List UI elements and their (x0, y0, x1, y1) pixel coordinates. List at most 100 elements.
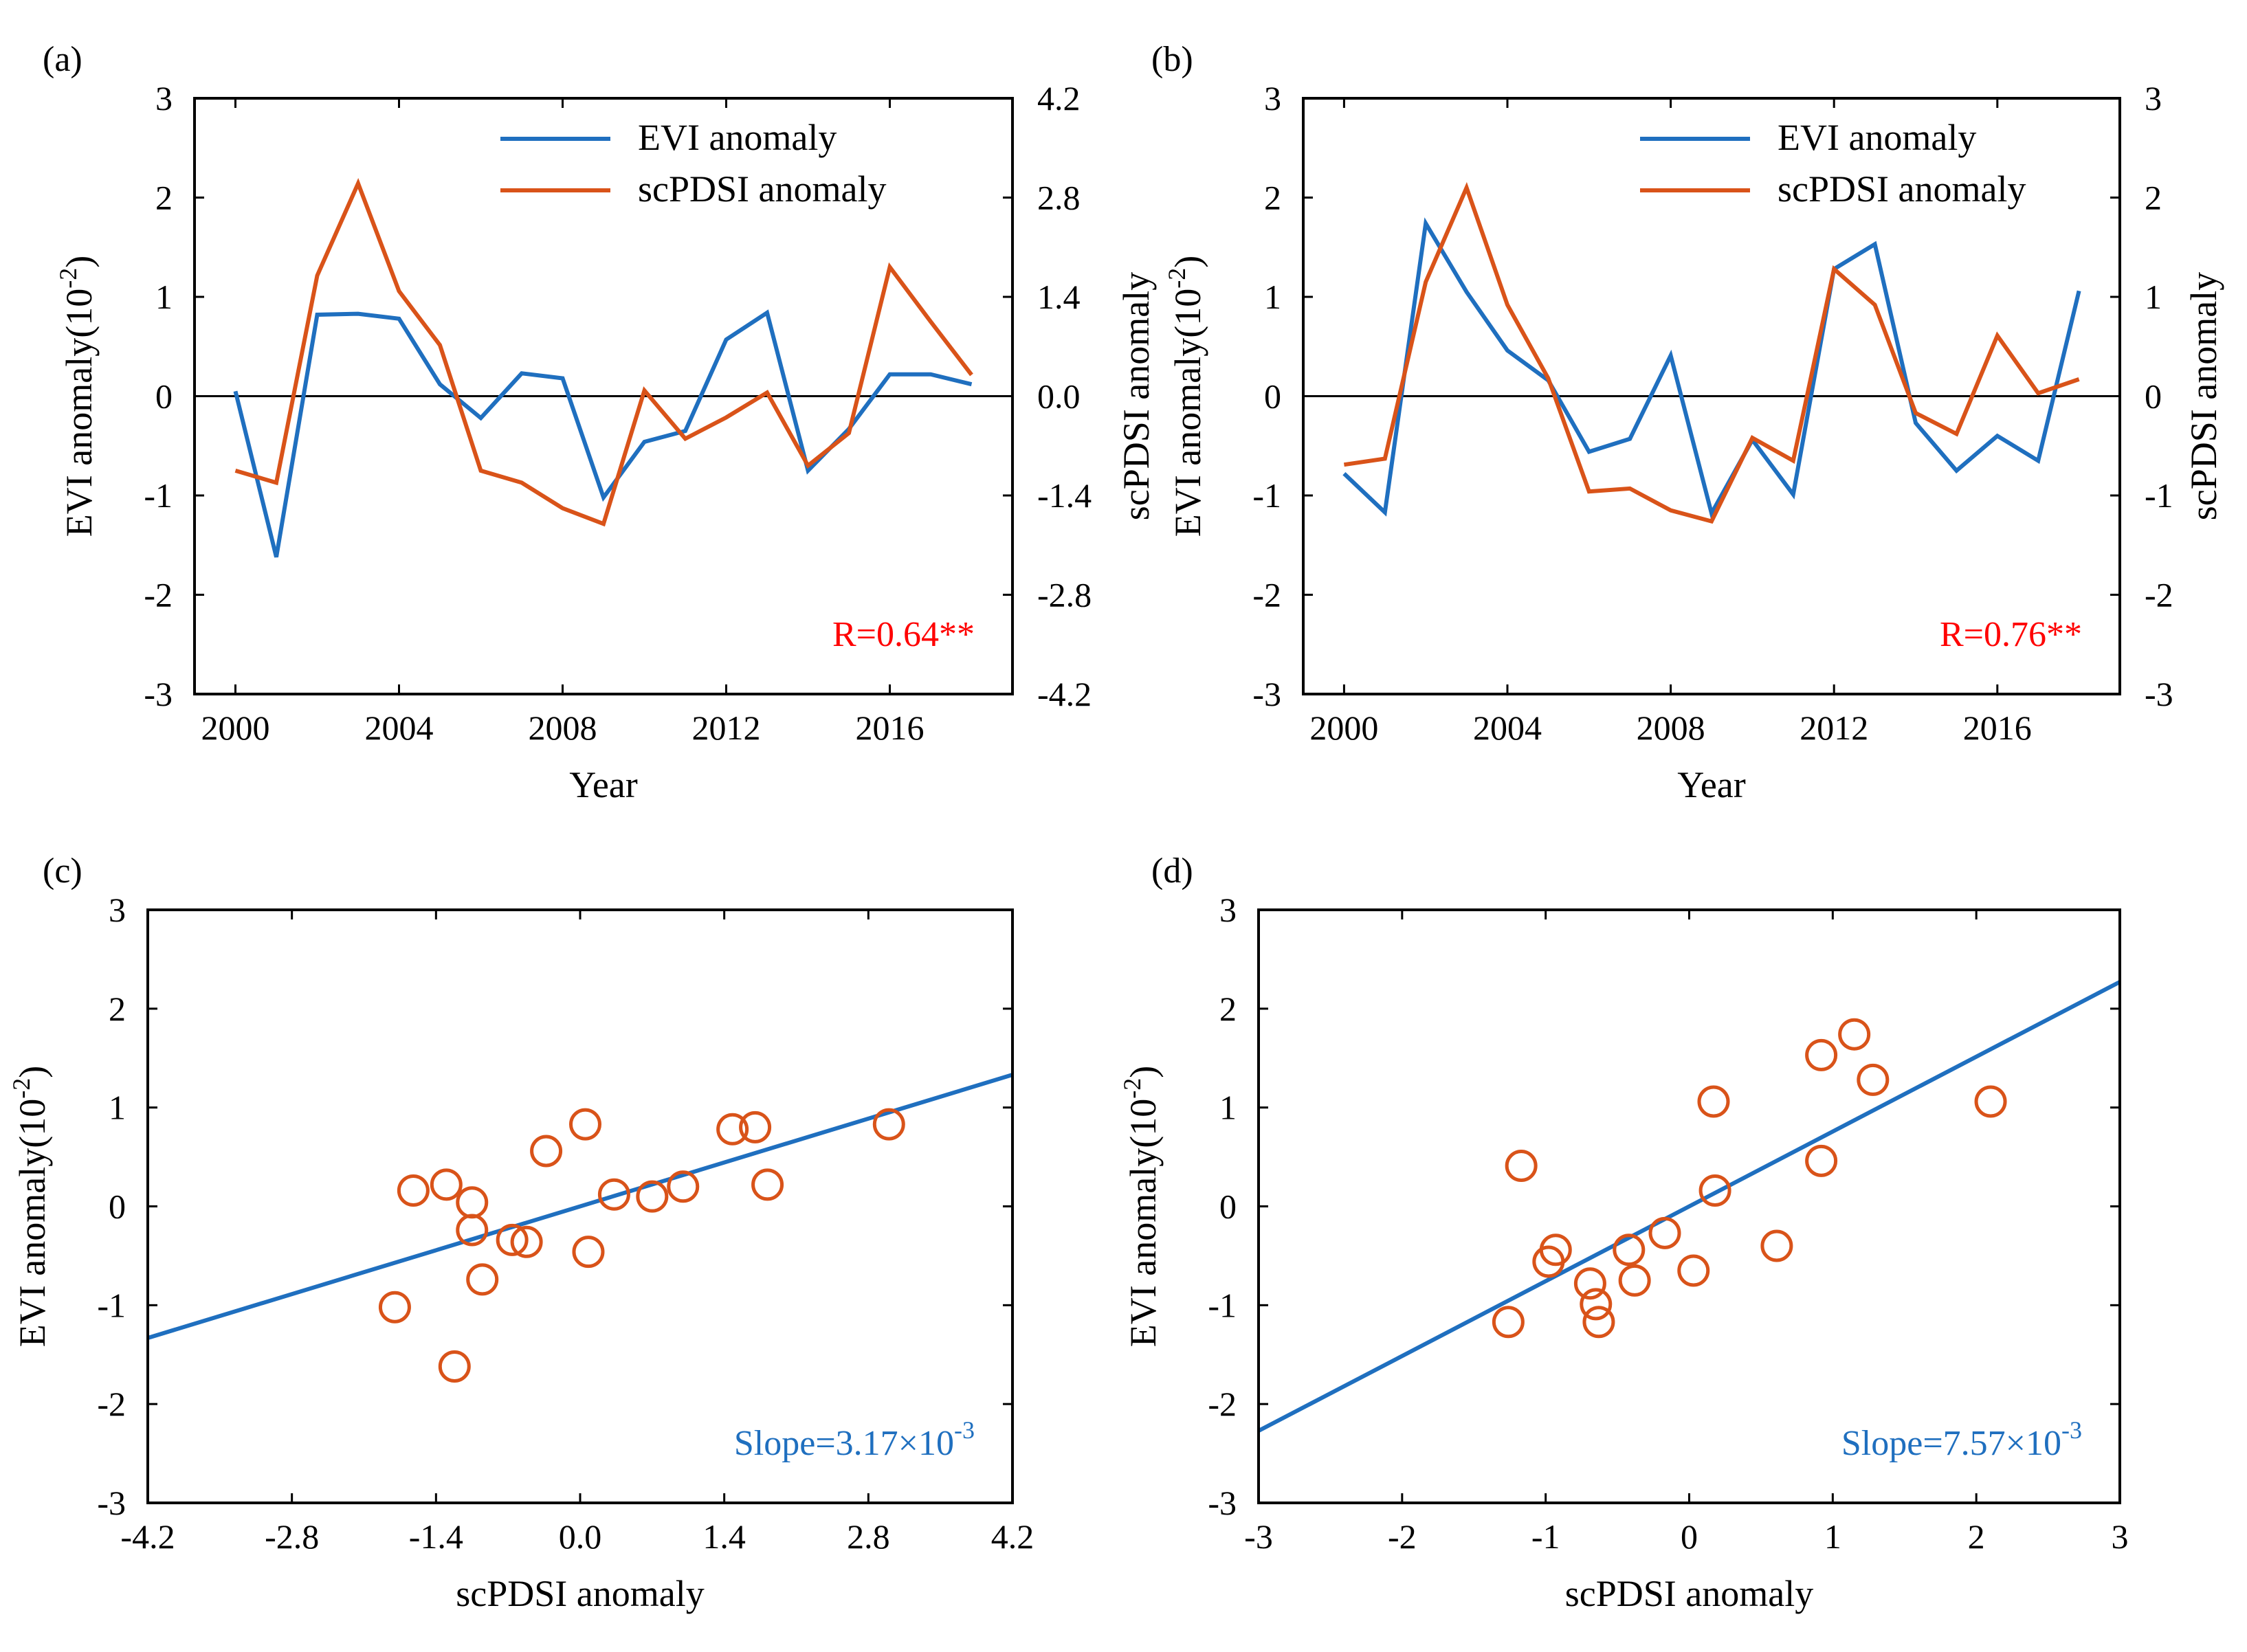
x-tick-label: 2000 (201, 708, 270, 747)
y-tick-label-left: -3 (97, 1484, 126, 1522)
x-tick-label: 0.0 (559, 1517, 602, 1556)
annotation-text: Slope=7.57×10 (1841, 1424, 2061, 1463)
y-axis-title-right: scPDSI anomaly (2183, 272, 2224, 520)
annotation-exp: -3 (2061, 1416, 2082, 1444)
x-tick-label: 2.8 (847, 1517, 890, 1556)
x-tick-label: 2016 (856, 708, 925, 747)
legend-label: scPDSI anomaly (1778, 168, 2026, 210)
scatter-point (1838, 1018, 1871, 1051)
y-tick-label-right: 1.4 (1037, 278, 1081, 316)
scatter-point (716, 1113, 749, 1146)
scatter-point (1697, 1085, 1730, 1118)
y-tick-label-right: 0 (2145, 377, 2162, 416)
y-axis-title-left-exp: -2 (1118, 1078, 1146, 1099)
y-tick-label-left: 1 (109, 1089, 126, 1127)
y-tick-label-left: 3 (1219, 891, 1237, 929)
fit-line (148, 1073, 1012, 1340)
scatter-point (1613, 1234, 1646, 1266)
scatter-point (1492, 1306, 1525, 1339)
y-axis-title-left-exp: -2 (1163, 268, 1191, 289)
y-tick-label-right: -2 (2145, 576, 2173, 614)
y-axis-title-left-main: EVI anomaly(10 (1167, 289, 1208, 537)
series-line-evi-anomaly (1342, 217, 2081, 520)
y-tick-label-left: 0 (109, 1187, 126, 1226)
y-tick-label-right: -4.2 (1037, 675, 1092, 713)
scatter-point (739, 1110, 772, 1143)
scatter-point (430, 1168, 463, 1201)
scatter-point (530, 1135, 563, 1168)
scatter-point (456, 1214, 489, 1247)
scatter-point (1857, 1063, 1890, 1096)
y-axis-title-left-main: EVI anomaly(10 (1122, 1099, 1164, 1347)
y-tick-label-left: 0 (1264, 377, 1281, 416)
scatter-point (1677, 1254, 1710, 1287)
y-tick-label-left: -3 (1208, 1484, 1237, 1522)
scatter-point (1582, 1306, 1615, 1339)
scatter-point (1760, 1229, 1793, 1262)
x-tick-label: 4.2 (991, 1517, 1034, 1556)
annotation: Slope=7.57×10-3 (1841, 1416, 2082, 1463)
annotation: R=0.64** (832, 615, 975, 654)
x-tick-label: 1.4 (702, 1517, 746, 1556)
y-tick-label-left: -3 (144, 675, 173, 713)
annotation: Slope=3.17×10-3 (734, 1416, 975, 1463)
x-tick-label: -1 (1531, 1517, 1560, 1556)
y-tick-label-right: 4.2 (1037, 79, 1081, 118)
x-tick-label: 2016 (1963, 708, 2032, 747)
x-tick-label: 0 (1681, 1517, 1698, 1556)
y-tick-label-left: 2 (1219, 990, 1237, 1028)
panel-label: (c) (43, 851, 82, 891)
y-axis-title-left: EVI anomaly(10-2) (8, 1066, 53, 1347)
y-tick-label-left: 3 (155, 79, 173, 118)
x-tick-label: 2008 (1637, 708, 1705, 747)
y-axis-title-left-close: ) (58, 256, 100, 268)
x-tick-label: -4.2 (120, 1517, 175, 1556)
y-tick-label-left: 2 (155, 179, 173, 217)
y-axis-title-left-close: ) (1122, 1066, 1164, 1078)
y-axis-title-left: EVI anomaly(10-2) (1163, 256, 1208, 537)
panel-label: (a) (43, 40, 82, 79)
y-tick-label-right: -2.8 (1037, 576, 1092, 614)
scatter-point (496, 1223, 529, 1256)
series-line-scpdsi-anomaly (1343, 181, 2080, 524)
y-tick-label-right: 0.0 (1037, 377, 1081, 416)
legend-label: EVI anomaly (638, 117, 837, 158)
panel-d: (d) -3 -2 -1 0 1 2 3 -3 -2 -1 0 1 2 3 scPDSI anomaly EVI… (1118, 851, 2129, 1614)
y-axis-title-left-main: EVI anomaly(10 (58, 289, 100, 537)
y-tick-label-left: 2 (1264, 179, 1281, 217)
scatter-point (397, 1174, 430, 1207)
series-line-scpdsi-anomaly (234, 178, 973, 527)
x-tick-label: 2004 (1473, 708, 1542, 747)
x-tick-label: 1 (1824, 1517, 1841, 1556)
y-tick-label-right: 2.8 (1037, 179, 1081, 217)
y-tick-label-right: -1.4 (1037, 476, 1092, 515)
y-axis-title-left-main: EVI anomaly(10 (12, 1099, 53, 1347)
y-tick-label-left: 3 (1264, 79, 1281, 118)
legend-label: scPDSI anomaly (638, 168, 886, 210)
y-tick-label-right: -3 (2145, 675, 2173, 713)
y-tick-label-left: -2 (1208, 1385, 1237, 1423)
y-tick-label-left: 3 (109, 891, 126, 929)
panel-a: (a) 2000 2004 2008 2012 2016 -3 -2 -1 0 1 2 3 -4.2 -2.… (43, 40, 1157, 805)
y-tick-label-left: -1 (1252, 476, 1281, 515)
scatter-point (1618, 1264, 1651, 1297)
y-tick-label-right: 1 (2145, 278, 2162, 316)
x-tick-label: -1.4 (409, 1517, 463, 1556)
annotation-text: Slope=3.17×10 (734, 1424, 954, 1463)
y-tick-label-left: -1 (1208, 1286, 1237, 1324)
y-tick-label-left: 1 (1219, 1089, 1237, 1127)
y-tick-label-left: -1 (144, 476, 173, 515)
scatter-point (466, 1263, 499, 1296)
x-tick-label: -2.8 (265, 1517, 319, 1556)
y-axis-title-left: EVI anomaly(10-2) (1118, 1066, 1164, 1347)
x-axis-title: Year (1677, 764, 1746, 805)
panel-label: (d) (1151, 851, 1193, 891)
annotation: R=0.76** (1940, 615, 2082, 654)
y-tick-label-right: 3 (2145, 79, 2162, 118)
x-tick-label: 3 (2112, 1517, 2129, 1556)
scatter-point (872, 1108, 905, 1141)
y-axis-title-left-close: ) (1167, 256, 1208, 268)
scatter-point (1573, 1267, 1606, 1300)
scatter-point (1698, 1174, 1731, 1207)
y-tick-label-left: 0 (1219, 1187, 1237, 1226)
